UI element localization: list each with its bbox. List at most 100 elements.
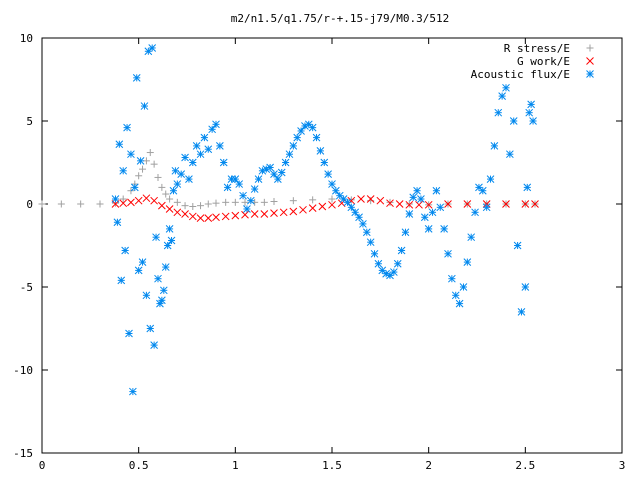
data-point — [374, 259, 383, 268]
data-point — [204, 200, 212, 208]
data-point — [289, 142, 298, 150]
data-point — [444, 200, 452, 208]
data-point — [260, 210, 269, 218]
data-point — [235, 180, 244, 188]
data-point — [390, 268, 398, 276]
data-point — [424, 200, 433, 209]
data-point — [266, 163, 274, 172]
data-point — [134, 266, 143, 275]
data-point — [366, 195, 375, 203]
data-point — [513, 241, 522, 250]
data-point — [159, 286, 168, 295]
data-point — [223, 183, 232, 192]
data-point — [527, 100, 535, 109]
data-point — [424, 225, 433, 233]
data-point — [478, 186, 487, 195]
data-point — [347, 203, 356, 212]
data-point — [119, 166, 128, 175]
data-point — [304, 120, 313, 129]
data-point — [188, 158, 197, 167]
plot-frame — [41, 37, 623, 454]
data-point — [241, 210, 249, 219]
legend-marker — [586, 70, 594, 78]
data-point — [127, 198, 135, 207]
data-point — [204, 214, 213, 222]
data-point — [200, 133, 209, 142]
data-point — [222, 198, 230, 206]
data-point — [525, 108, 534, 117]
x-tick-label: 0.5 — [129, 459, 149, 472]
data-point — [277, 168, 286, 177]
data-point — [359, 220, 367, 228]
data-point — [393, 259, 402, 268]
data-point — [57, 200, 65, 208]
data-point — [308, 123, 317, 132]
x-tick-label: 1.5 — [322, 459, 342, 472]
data-marks — [38, 44, 539, 396]
data-point — [77, 200, 85, 208]
data-point — [420, 213, 429, 222]
data-point — [405, 200, 413, 208]
y-tick-label: 0 — [26, 198, 33, 211]
data-point — [494, 108, 503, 117]
data-point — [529, 117, 537, 125]
data-point — [117, 276, 126, 285]
data-point — [444, 249, 452, 258]
data-point — [490, 142, 499, 150]
data-point — [165, 205, 174, 213]
data-point — [212, 120, 220, 129]
data-point — [246, 196, 255, 205]
data-point — [405, 200, 414, 209]
data-point — [241, 198, 249, 206]
data-point — [135, 172, 143, 180]
data-point — [270, 198, 278, 206]
data-point — [328, 180, 336, 188]
data-point — [38, 200, 46, 208]
legend-marker — [586, 57, 594, 65]
data-point — [125, 329, 133, 338]
data-point — [204, 145, 213, 154]
legend-label: Acoustic flux/E — [471, 68, 570, 81]
data-point — [297, 127, 305, 135]
data-point — [134, 196, 143, 205]
data-point — [158, 296, 166, 305]
data-point — [270, 170, 278, 178]
data-point — [216, 142, 224, 150]
axes: 0 0.5 1 1.5 2 2.5 3 -15 -10 -5 0 5 10 — [13, 32, 625, 472]
data-point — [173, 208, 182, 217]
data-point — [355, 213, 363, 222]
data-point — [189, 202, 197, 210]
data-point — [285, 150, 294, 159]
legend-marker — [586, 44, 594, 52]
data-point — [324, 170, 332, 178]
data-point — [139, 165, 147, 173]
data-point — [146, 324, 155, 333]
data-point — [289, 207, 298, 216]
data-point — [127, 187, 135, 195]
data-point — [221, 212, 230, 221]
data-point — [150, 196, 158, 205]
data-point — [413, 186, 421, 195]
data-point — [432, 186, 441, 195]
data-point — [301, 122, 309, 130]
data-point — [158, 201, 166, 210]
data-point — [165, 225, 174, 233]
data-point — [386, 198, 394, 206]
data-point — [192, 142, 201, 150]
data-point — [318, 202, 327, 211]
y-tick-label: -5 — [20, 281, 33, 294]
data-point — [146, 149, 154, 157]
data-point — [270, 209, 278, 217]
data-point — [378, 266, 387, 275]
data-point — [121, 246, 129, 255]
data-point — [459, 283, 468, 291]
data-point — [279, 208, 288, 217]
x-tick-label: 2.5 — [515, 459, 535, 472]
data-point — [154, 173, 162, 181]
data-point — [521, 200, 530, 208]
data-point — [113, 218, 122, 227]
data-point — [196, 214, 205, 222]
data-point — [132, 73, 141, 82]
data-point — [185, 175, 193, 183]
